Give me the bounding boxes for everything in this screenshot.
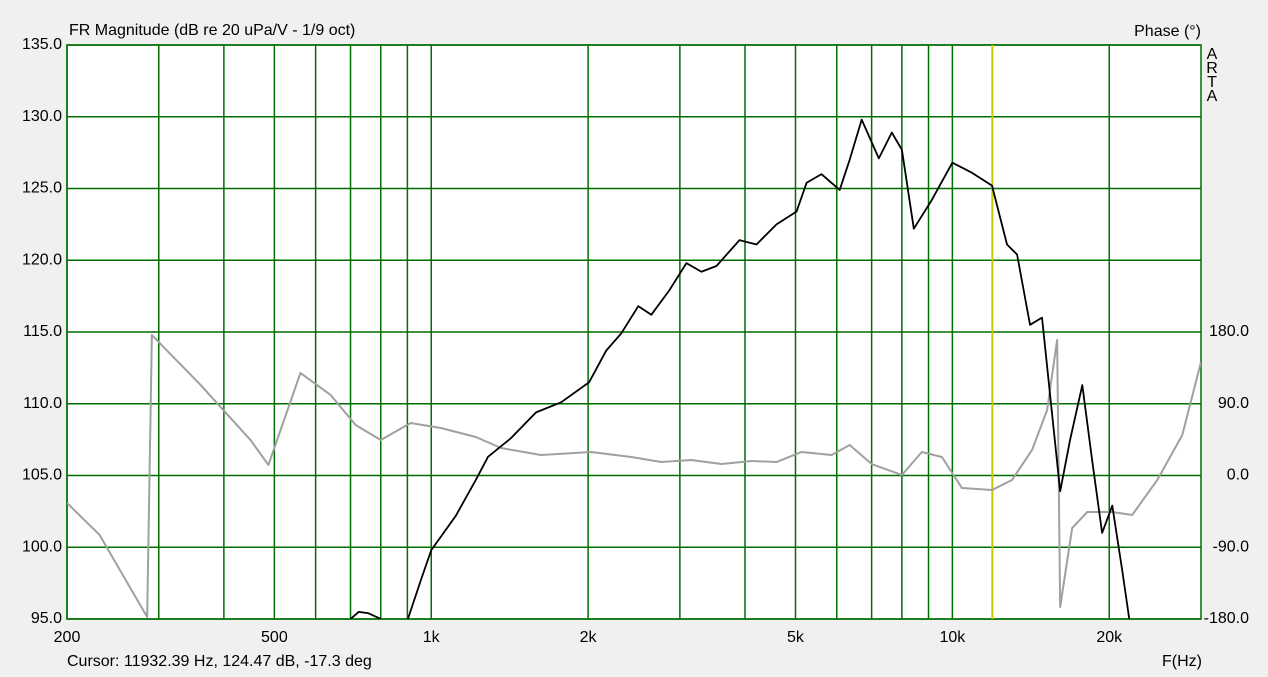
y-tick-label: 115.0 [23, 323, 62, 340]
y-tick-label: 100.0 [22, 538, 62, 555]
plot-border [66, 44, 1202, 620]
y-tick-label: 125.0 [22, 180, 62, 197]
x-tick-label: 2k [580, 629, 598, 646]
plot-layer [67, 118, 1201, 619]
y-tick-label: 120.0 [22, 251, 62, 268]
x-tick-label: 20k [1096, 629, 1123, 646]
y-tick-label: 130.0 [22, 108, 62, 125]
x-tick-label: 500 [261, 629, 288, 646]
y2-tick-label: -180.0 [1204, 610, 1249, 627]
x-tick-label: 10k [939, 629, 966, 646]
cursor-readout: Cursor: 11932.39 Hz, 124.47 dB, -17.3 de… [67, 653, 372, 670]
y-tick-label: 135.0 [22, 36, 62, 53]
x-axis-label: F(Hz) [1162, 653, 1202, 670]
data-line [349, 118, 1131, 619]
y-tick-label: 110.0 [23, 395, 62, 412]
data-line [67, 334, 1201, 619]
y2-tick-label: -90.0 [1213, 538, 1250, 555]
x-tick-label: 200 [54, 629, 81, 646]
y2-tick-label: 0.0 [1227, 467, 1249, 484]
x-tick-label: 5k [787, 629, 805, 646]
y-tick-label: 105.0 [22, 467, 62, 484]
y2-tick-label: 180.0 [1209, 323, 1249, 340]
y2-axis-label: Phase (°) [1134, 23, 1201, 40]
x-tick-label: 1k [423, 629, 441, 646]
chart-title: FR Magnitude (dB re 20 uPa/V - 1/9 oct) [69, 22, 355, 39]
watermark: ARTA [1204, 46, 1221, 102]
y2-tick-label: 90.0 [1218, 395, 1249, 412]
y-tick-label: 95.0 [31, 610, 62, 627]
